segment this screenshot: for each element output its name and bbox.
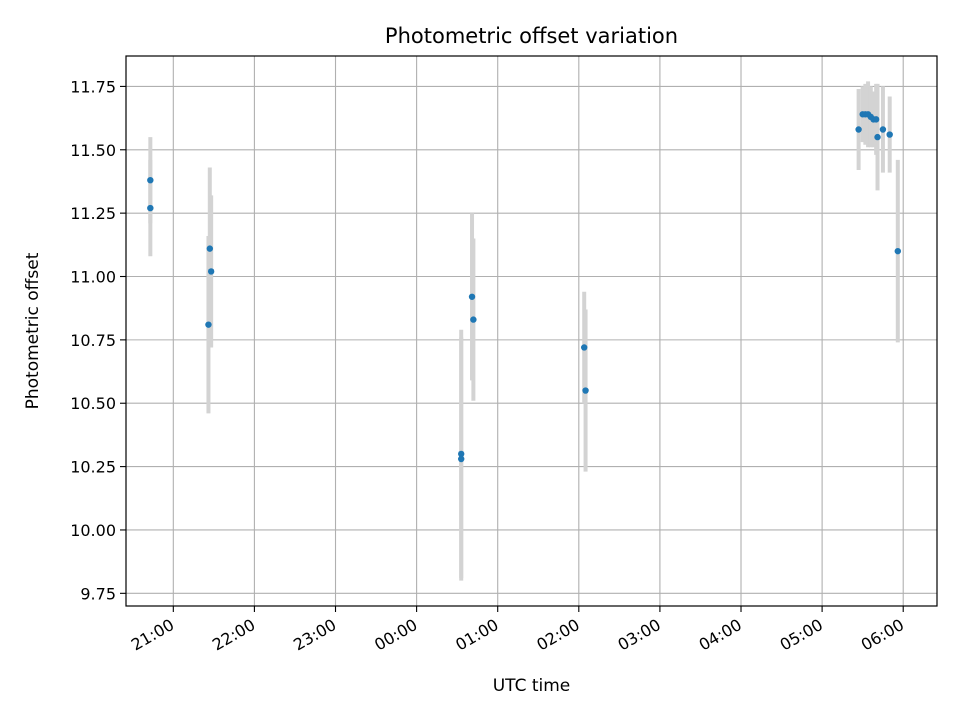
y-tick-label: 11.50 bbox=[70, 141, 116, 160]
data-point bbox=[879, 126, 887, 133]
y-axis-label: Photometric offset bbox=[23, 252, 43, 409]
data-point bbox=[458, 450, 465, 458]
y-tick-label: 9.75 bbox=[80, 584, 116, 603]
data-point bbox=[886, 131, 893, 138]
data-point bbox=[872, 116, 880, 123]
data-point bbox=[147, 176, 154, 184]
data-point bbox=[468, 293, 476, 300]
data-point bbox=[206, 245, 214, 252]
y-tick-label: 10.75 bbox=[70, 331, 116, 350]
data-point bbox=[855, 126, 862, 133]
y-tick-label: 11.25 bbox=[70, 204, 116, 223]
y-tick-label: 11.75 bbox=[70, 77, 116, 96]
data-point bbox=[582, 387, 589, 394]
data-point bbox=[470, 316, 477, 323]
data-markers bbox=[147, 111, 902, 463]
data-point bbox=[458, 455, 465, 463]
grid bbox=[126, 56, 937, 606]
chart-title: Photometric offset variation bbox=[385, 24, 678, 48]
data-point bbox=[894, 247, 902, 255]
data-point bbox=[874, 133, 881, 141]
y-tick-label: 11.00 bbox=[70, 268, 116, 287]
plot-frame bbox=[125, 55, 938, 607]
y-tick-label: 10.00 bbox=[70, 521, 116, 540]
data-point bbox=[205, 321, 212, 328]
y-tick-label: 10.50 bbox=[70, 394, 116, 413]
y-tick-label: 10.25 bbox=[70, 458, 116, 477]
data-point bbox=[147, 204, 154, 212]
x-axis-label: UTC time bbox=[493, 676, 571, 696]
data-point bbox=[207, 268, 215, 275]
data-point bbox=[581, 344, 588, 351]
